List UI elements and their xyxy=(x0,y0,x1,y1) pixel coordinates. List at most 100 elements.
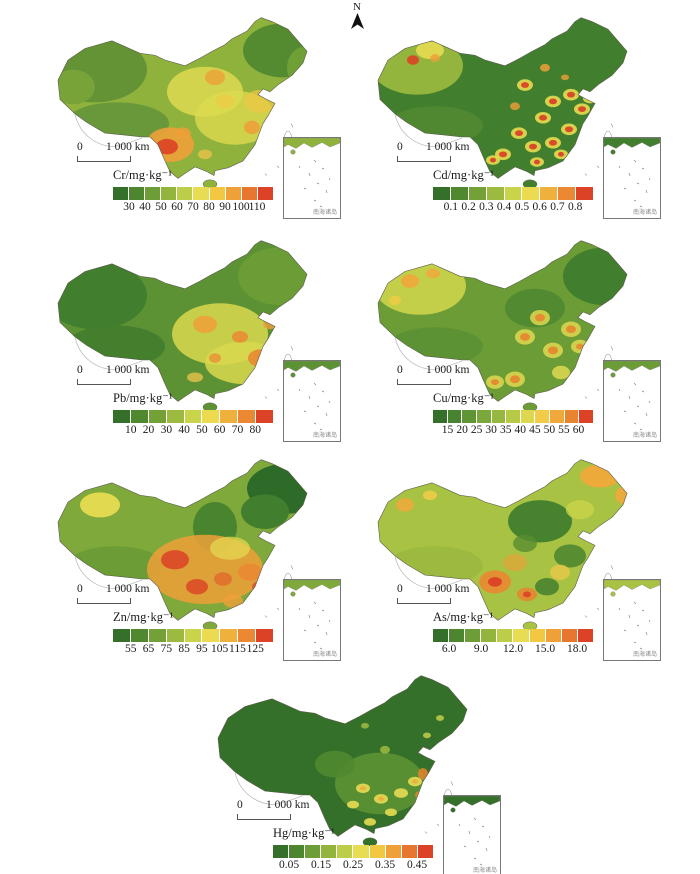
scale-zero: 0 xyxy=(77,364,83,376)
legend-tick: 0.2 xyxy=(461,201,476,213)
legend-ticks: 6.0 9.0 12.0 15.0 18.0 xyxy=(433,643,593,658)
inset-caption: 南海诸岛 xyxy=(633,650,657,658)
legend-color-segment xyxy=(401,845,417,858)
legend-tick: 60 xyxy=(572,424,585,436)
south-china-sea-inset: 南海诸岛 xyxy=(283,360,341,442)
south-china-sea-inset-map: 南海诸岛 xyxy=(284,361,340,439)
legend-color-segment xyxy=(522,187,540,200)
legend-color-segment xyxy=(433,410,447,423)
scale-bar: 0 1 000 km xyxy=(77,364,197,385)
legend-color-segment xyxy=(305,845,321,858)
legend-tick: 125 xyxy=(246,643,264,655)
scale-bar-line xyxy=(397,156,451,162)
legend-tick: 75 xyxy=(160,643,173,655)
legend-colorbar xyxy=(113,629,274,642)
legend-colorbar xyxy=(273,845,433,858)
south-china-sea-inset-map: 南海诸岛 xyxy=(604,580,660,658)
legend-color-segment xyxy=(256,629,274,642)
scale-bar-line xyxy=(237,814,291,820)
legend-color-segment xyxy=(238,629,256,642)
legend-color-segment xyxy=(225,187,241,200)
scale-distance: 1 000 km xyxy=(426,141,470,153)
legend-tick: 50 xyxy=(196,424,208,436)
legend-tick: 20 xyxy=(456,424,468,436)
legend-color-segment xyxy=(177,187,193,200)
scale-zero: 0 xyxy=(77,583,83,595)
china-map xyxy=(377,459,628,630)
legend-color-segment xyxy=(220,629,238,642)
legend-color-segment xyxy=(545,629,561,642)
china-map xyxy=(377,240,628,411)
legend-colorbar xyxy=(113,187,273,200)
scale-bar: 0 1 000 km xyxy=(397,583,517,604)
legend-tick: 40 xyxy=(178,424,190,436)
legend-color-segment xyxy=(513,629,529,642)
legend-color-segment xyxy=(476,410,491,423)
legend-tick: 80 xyxy=(203,201,215,213)
legend-color-segment xyxy=(202,629,220,642)
legend-color-segment xyxy=(289,845,305,858)
inset-caption: 南海诸岛 xyxy=(473,866,497,874)
legend-color-segment xyxy=(385,845,401,858)
legend-color-segment xyxy=(166,629,184,642)
panel-as: 0 1 000 km As/mg·kg⁻¹ 6.0 9.0 12.0 15.0 18.0… xyxy=(375,452,695,672)
scale-zero: 0 xyxy=(237,799,243,811)
scale-zero: 0 xyxy=(397,364,403,376)
north-arrow-icon xyxy=(350,13,364,29)
legend-tick: 0.8 xyxy=(568,201,583,213)
legend-color-segment xyxy=(447,410,462,423)
legend-color-segment xyxy=(579,410,594,423)
scale-distance: 1 000 km xyxy=(426,364,470,376)
legend-tick: 20 xyxy=(142,424,155,436)
inset-caption: 南海诸岛 xyxy=(633,208,657,216)
legend-ticks: 15 20 25 30 35 40 45 50 55 60 xyxy=(433,424,593,439)
scale-bar: 0 1 000 km xyxy=(77,583,197,604)
legend-color-segment xyxy=(540,187,558,200)
scale-bar: 0 1 000 km xyxy=(397,364,517,385)
legend-color-segment xyxy=(497,629,513,642)
legend-colorbar xyxy=(433,629,593,642)
legend-tick: 105 xyxy=(211,643,229,655)
south-china-sea-inset: 南海诸岛 xyxy=(283,137,341,219)
inset-caption: 南海诸岛 xyxy=(313,208,337,216)
legend-ticks: 55 65 75 85 95 105 115 125 xyxy=(113,643,273,658)
legend-color-segment xyxy=(220,410,238,423)
legend-tick: 0.25 xyxy=(342,859,364,871)
legend-color-segment xyxy=(561,629,577,642)
legend-tick: 25 xyxy=(470,424,483,436)
south-china-sea-inset-map: 南海诸岛 xyxy=(604,138,660,216)
legend-colorbar xyxy=(433,187,594,200)
legend-tick: 0.4 xyxy=(496,201,512,213)
legend-tick: 35 xyxy=(499,424,512,436)
south-china-sea-inset-map: 南海诸岛 xyxy=(284,580,340,658)
legend-color-segment xyxy=(433,187,450,200)
legend-tick: 0.1 xyxy=(443,201,458,213)
legend-color-segment xyxy=(504,187,522,200)
legend-color-segment xyxy=(506,410,520,423)
legend-title: Zn/mg·kg⁻¹ xyxy=(113,610,174,624)
legend-color-segment xyxy=(241,187,257,200)
legend-title: Pb/mg·kg⁻¹ xyxy=(113,391,173,405)
legend-tick: 85 xyxy=(178,643,190,655)
legend-tick: 30 xyxy=(160,424,173,436)
legend-color-segment xyxy=(369,845,385,858)
inset-caption: 南海诸岛 xyxy=(313,431,337,439)
inset-caption: 南海诸岛 xyxy=(633,431,657,439)
legend-tick: 70 xyxy=(187,201,199,213)
north-label: N xyxy=(353,1,361,13)
china-map xyxy=(377,17,628,188)
legend-color-segment xyxy=(129,187,145,200)
legend-tick: 115 xyxy=(229,643,246,655)
south-china-sea-inset-map: 南海诸岛 xyxy=(444,796,500,874)
legend-color-segment xyxy=(273,845,289,858)
legend-color-segment xyxy=(130,629,148,642)
legend-tick: 40 xyxy=(139,201,151,213)
legend-color-segment xyxy=(256,410,274,423)
legend-color-segment xyxy=(321,845,337,858)
panel-cr: 0 1 000 km Cr/mg·kg⁻¹ 30 40 50 60 70 80 90 100 1… xyxy=(55,10,375,230)
scale-bar: 0 1 000 km xyxy=(77,141,197,162)
legend-color-segment xyxy=(577,629,593,642)
inset-caption: 南海诸岛 xyxy=(313,650,337,658)
legend-color-segment xyxy=(148,410,166,423)
legend-color-segment xyxy=(433,629,449,642)
